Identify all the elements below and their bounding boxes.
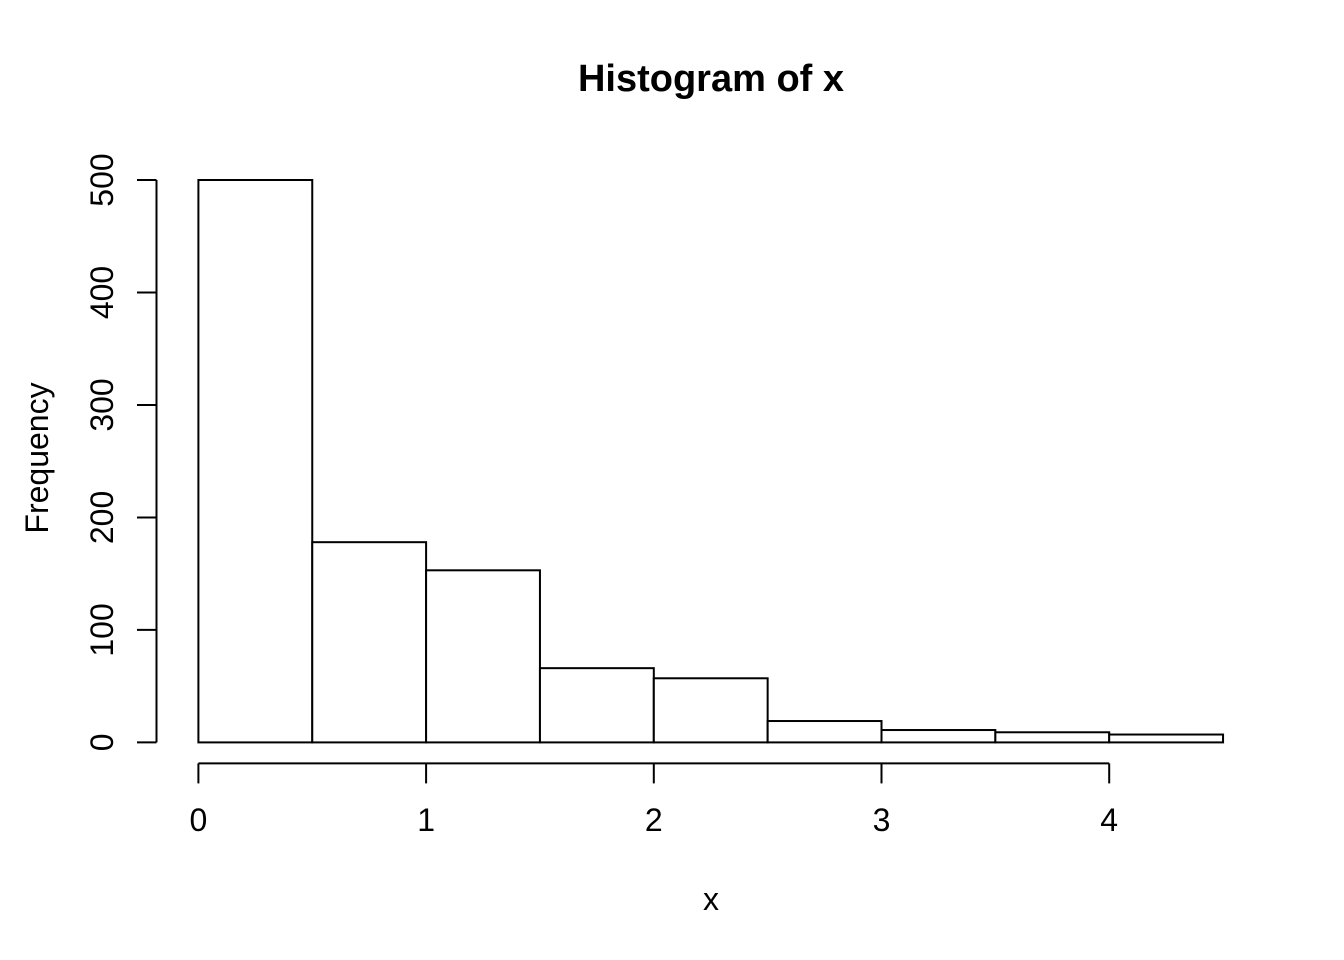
chart-title: Histogram of x bbox=[578, 58, 844, 100]
histogram-bars-group bbox=[197, 179, 1225, 744]
y-tick-label: 400 bbox=[84, 266, 120, 319]
histogram-bar bbox=[425, 569, 541, 744]
histogram-bar bbox=[538, 667, 655, 744]
histogram-bar bbox=[766, 720, 883, 744]
y-axis: 0 100 200 300 400 500 bbox=[84, 153, 158, 752]
y-tick-label: 200 bbox=[84, 491, 120, 544]
x-tick-label: 3 bbox=[873, 802, 891, 838]
histogram-bar bbox=[994, 731, 1111, 744]
x-tick-label: 0 bbox=[190, 802, 208, 838]
histogram-bar bbox=[880, 729, 997, 744]
histogram-bar bbox=[311, 541, 428, 744]
x-axis-title: x bbox=[703, 881, 719, 917]
x-tick-label: 4 bbox=[1100, 802, 1118, 838]
y-tick-label: 500 bbox=[84, 153, 120, 206]
x-tick-label: 1 bbox=[417, 802, 435, 838]
x-axis: 0 1 2 3 4 bbox=[190, 762, 1118, 838]
y-axis-title: Frequency bbox=[19, 382, 55, 533]
y-tick-label: 0 bbox=[84, 734, 120, 752]
x-tick-label: 2 bbox=[645, 802, 663, 838]
histogram-bar bbox=[652, 677, 769, 744]
y-tick-label: 100 bbox=[84, 603, 120, 656]
histogram-bar bbox=[1108, 733, 1225, 744]
histogram-bar bbox=[197, 179, 314, 744]
y-tick-label: 300 bbox=[84, 378, 120, 431]
